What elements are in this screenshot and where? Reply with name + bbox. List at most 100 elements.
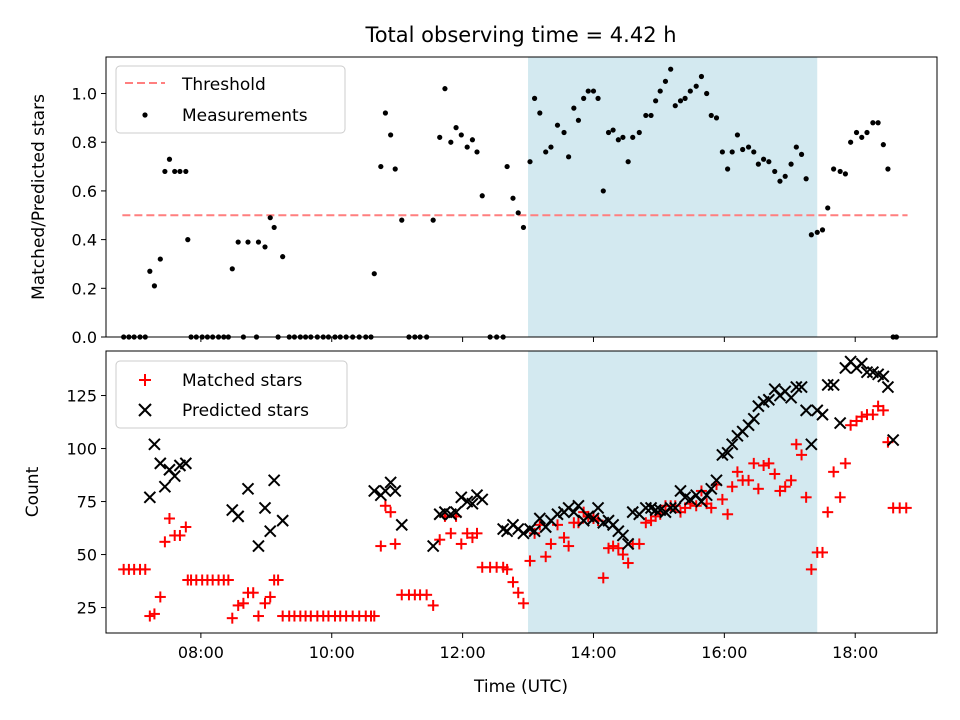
predicted-star-point: [426, 539, 440, 553]
matched-star-point: [563, 540, 575, 552]
y-tick-label: 0.8: [72, 133, 97, 152]
predicted-star-point: [747, 412, 760, 426]
predicted-star-point: [795, 380, 808, 394]
matched-star-point: [226, 612, 238, 624]
matched-star-point: [445, 527, 457, 539]
measurement-point: [682, 95, 688, 101]
predicted-star-point: [816, 408, 829, 421]
measurement-point: [803, 176, 809, 182]
measurement-point: [548, 144, 554, 150]
predicted-star-point: [827, 378, 840, 392]
measurement-point: [177, 168, 183, 175]
measurement-point: [837, 168, 843, 175]
measurement-point: [755, 161, 761, 167]
matched-star-point: [455, 538, 467, 550]
measurement-point: [561, 129, 567, 136]
predicted-star-point: [639, 501, 653, 515]
predicted-star-point: [700, 488, 713, 502]
measurement-point: [761, 156, 767, 162]
measurement-point: [595, 95, 601, 101]
y-tick-label: 0.6: [72, 182, 97, 201]
measurement-point: [677, 98, 684, 104]
matched-star-point: [752, 483, 764, 495]
bottom-x-ticks: 08:00 10:00 12:00 14:00 16:00 18:00: [178, 633, 878, 662]
matched-star-point: [174, 529, 186, 541]
top-legend: Threshold Measurements: [115, 65, 346, 134]
predicted-star-point: [860, 365, 874, 379]
measurement-point: [713, 115, 720, 121]
matched-star-point: [867, 409, 879, 421]
measurement-point: [531, 95, 538, 101]
predicted-star-point: [821, 378, 834, 392]
measurement-point: [458, 132, 464, 138]
predicted-star-point: [664, 501, 677, 515]
measurement-point: [636, 129, 642, 136]
matched-star-point: [785, 474, 797, 486]
measurement-point: [453, 125, 459, 131]
measurement-point: [575, 117, 582, 123]
matched-star-point: [612, 542, 624, 554]
measurement-point: [183, 168, 189, 175]
predicted-star-point: [649, 503, 662, 517]
matched-star-point: [264, 591, 276, 603]
predicted-star-point: [455, 491, 468, 504]
bottom-y-axis-label: Count: [23, 466, 43, 517]
measurement-point: [235, 239, 241, 245]
matched-star-point: [769, 468, 781, 480]
measurement-point: [615, 137, 621, 143]
measurement-point: [719, 149, 725, 155]
predicted-star-point: [267, 474, 281, 487]
top-legend-box: [115, 65, 346, 134]
measurement-point: [605, 129, 612, 136]
matched-star-point: [471, 527, 483, 539]
predicted-star-point: [784, 391, 798, 404]
observing-window-shading-bottom: [528, 351, 818, 633]
legend-measurements-label: Measurements: [182, 106, 308, 126]
measurement-point: [657, 88, 663, 94]
measurement-point: [245, 239, 251, 245]
matched-star-point: [154, 591, 166, 603]
matched-star-point: [237, 597, 249, 609]
measurement-point: [848, 139, 854, 145]
x-tick-label: 18:00: [832, 643, 878, 662]
matched-star-point: [139, 563, 151, 575]
top-panel: 0.0 0.2 0.4 0.6 0.8 1.0 Total observing time …: [29, 23, 938, 347]
matched-star-point: [375, 540, 387, 552]
x-tick-label: 10:00: [309, 643, 355, 662]
matched-star-point: [247, 587, 259, 599]
matched-star-point: [259, 597, 271, 609]
legend-predicted-swatch: [138, 403, 152, 417]
predicted-star-point: [395, 518, 408, 532]
matched-star-point: [816, 546, 828, 558]
matched-star-point: [252, 610, 264, 622]
predicted-star-point: [517, 527, 530, 540]
measurement-point: [392, 166, 398, 172]
matched-star-point: [517, 597, 529, 609]
matched-star-point: [232, 599, 244, 611]
top-y-axis-label: Matched/Predicted stars: [29, 94, 49, 300]
predicted-star-point: [466, 497, 479, 510]
predicted-star-point: [725, 438, 739, 451]
predicted-star-point: [705, 482, 718, 496]
measurement-point: [543, 149, 549, 155]
measurement-point: [662, 78, 669, 84]
measurement-point: [788, 161, 794, 167]
y-tick-label: 50: [77, 546, 97, 565]
predicted-star-point: [833, 416, 847, 430]
measurement-point: [772, 168, 778, 175]
measurement-point: [166, 156, 173, 162]
predicted-star-point: [587, 512, 600, 525]
matched-star-point: [822, 506, 834, 518]
matched-star-point: [743, 474, 755, 486]
measurement-point: [725, 166, 731, 172]
measurement-point: [255, 239, 262, 245]
predicted-star-point: [669, 501, 682, 515]
predicted-star-point: [168, 469, 181, 483]
x-tick-label: 16:00: [701, 643, 747, 662]
measurement-point: [378, 163, 384, 170]
bottom-y-ticks: 25 50 75 100 125: [66, 387, 106, 618]
measurement-point: [571, 105, 577, 111]
measurement-point: [600, 188, 606, 194]
measurement-point: [510, 195, 516, 201]
predicted-star-point: [684, 493, 697, 506]
